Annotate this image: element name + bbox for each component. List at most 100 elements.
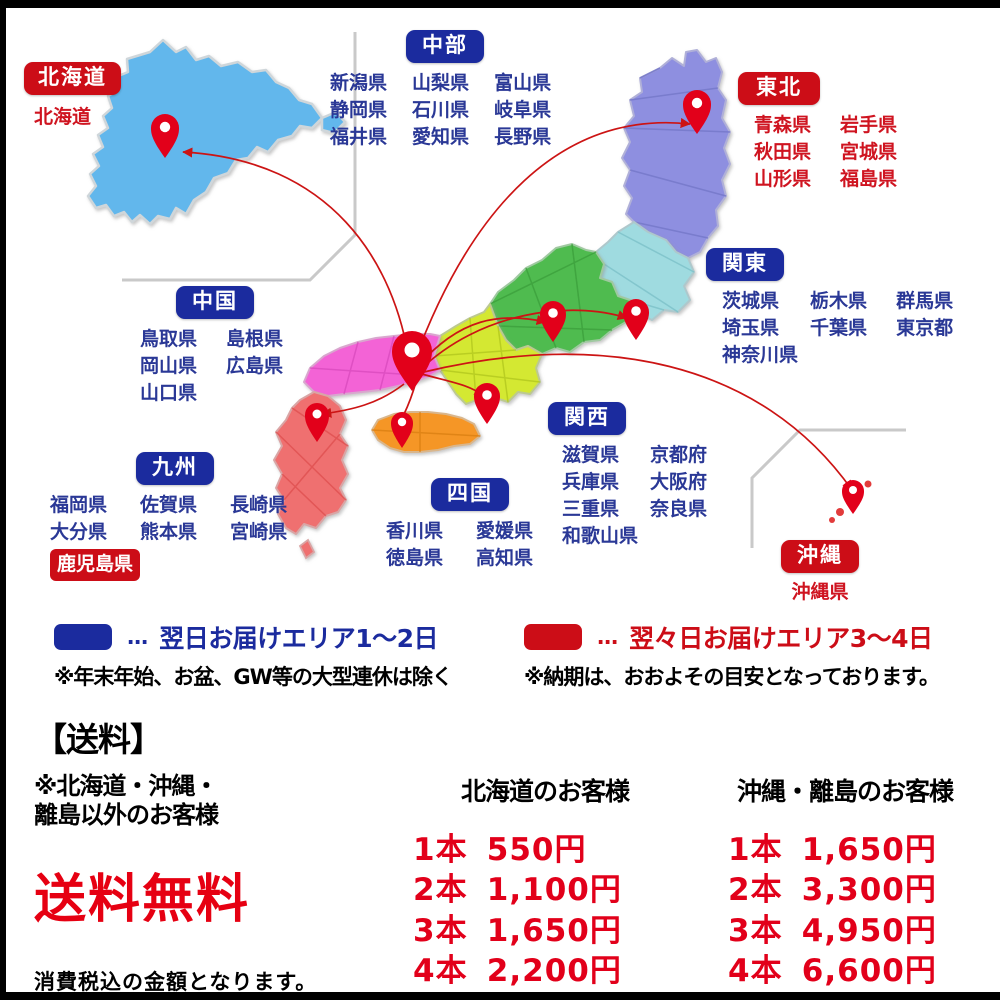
price-qty: 2本 [413, 872, 468, 909]
region-okinawa: 沖縄 沖縄県 [770, 540, 870, 606]
prefecture-label: 奈良県 [650, 497, 708, 520]
hokkaido-shape [86, 38, 347, 226]
price-column-okinawa: 沖縄・離島のお客様 1本 1,650円 2本 3,300円 3本 4,950円 … [700, 772, 990, 991]
region-badge-shikoku: 四国 [431, 478, 509, 511]
region-badge-kyushu: 九州 [136, 452, 214, 485]
shipping-subtitle-line2: 離島以外のお客様 [34, 801, 219, 830]
price-amount: 4,950円 [801, 912, 937, 949]
price-qty: 3本 [728, 912, 783, 949]
shipping-fee-section: 【送料】 ※北海道・沖縄・ 離島以外のお客様 送料無料 消費税込の金額となります… [0, 700, 1000, 994]
prefecture-label: 千葉県 [810, 316, 868, 339]
region-badge-hokkaido: 北海道 [24, 62, 121, 95]
price-row: 4本 6,600円 [728, 951, 990, 991]
prefecture-label: 長崎県 [230, 494, 288, 516]
legend-swatch-red [524, 624, 582, 650]
prefecture-label: 大分県 [50, 520, 108, 543]
price-heading: 北海道のお客様 [460, 777, 630, 806]
right-black-bar [0, 0, 6, 1000]
prefecture-label: 島根県 [226, 328, 284, 350]
prefecture-label: 宮城県 [840, 140, 898, 163]
prefecture-label: 和歌山県 [562, 524, 639, 547]
price-qty: 2本 [728, 872, 783, 909]
prefecture-label: 秋田県 [754, 140, 812, 163]
prefecture-label: 愛媛県 [476, 520, 534, 542]
prefecture-label: 石川県 [412, 98, 470, 121]
prefecture-label: 香川県 [386, 520, 444, 542]
legend-label-two-day: 翌々日お届けエリア3～4日 [629, 624, 933, 653]
prefecture-label: 岩手県 [840, 114, 898, 136]
price-amount: 1,650円 [486, 912, 622, 949]
prefecture-label: 静岡県 [330, 98, 388, 121]
price-row: 3本 1,650円 [413, 911, 695, 951]
prefecture-label: 宮崎県 [230, 520, 288, 543]
price-row: 4本 2,200円 [413, 951, 695, 991]
region-badge-kansai: 関西 [548, 402, 626, 435]
prefecture-label: 新潟県 [330, 72, 388, 94]
prefecture-label: 山口県 [140, 381, 198, 404]
price-amount: 1,100円 [486, 872, 622, 909]
prefecture-label: 富山県 [494, 72, 552, 94]
prefecture-label: 福島県 [840, 167, 898, 190]
tax-included-note: 消費税込の金額となります。 [34, 969, 318, 994]
region-badge-chubu: 中部 [406, 30, 484, 63]
bottom-black-bar [0, 992, 1000, 1000]
prefecture-label: 高知県 [476, 546, 534, 569]
region-tohoku: 東北 青森県 岩手県 秋田県 宮城県 山形県 福島県 [738, 72, 920, 193]
japan-map: 北海道 北海道 中部 新潟県 山梨県 富山県 静岡県 石川県 [24, 30, 954, 606]
prefecture-label: 徳島県 [386, 546, 444, 569]
region-kyushu: 九州 福岡県 佐賀県 長崎県 大分県 熊本県 宮崎県 鹿児島県 [50, 452, 310, 581]
price-amount: 1,650円 [801, 832, 937, 868]
prefecture-label: 栃木県 [810, 290, 868, 312]
price-amount: 3,300円 [801, 872, 937, 909]
legend-dots-red: … [597, 625, 619, 649]
prefecture-label: 沖縄県 [791, 581, 849, 603]
prefecture-label: 青森県 [754, 114, 812, 136]
prefecture-label: 鳥取県 [140, 328, 198, 350]
prefecture-badge-kagoshima: 鹿児島県 [50, 548, 141, 581]
prefecture-label: 埼玉県 [722, 316, 780, 339]
prefecture-label: 長野県 [494, 125, 552, 148]
price-column-hokkaido: 北海道のお客様 1本 550円 2本 1,100円 3本 1,650円 4本 2… [395, 772, 695, 991]
price-qty: 1本 [728, 832, 783, 868]
prefecture-label: 岡山県 [140, 354, 198, 377]
region-badge-tohoku: 東北 [738, 72, 820, 105]
price-row: 1本 1,650円 [728, 830, 990, 870]
region-badge-kanto: 関東 [706, 248, 784, 281]
prefecture-label: 福井県 [330, 125, 388, 148]
prefecture-label: 岐阜県 [494, 98, 552, 121]
region-kansai: 関西 滋賀県 京都府 兵庫県 大阪府 三重県 奈良県 和歌山県 [548, 402, 730, 550]
shikoku-shape [371, 411, 481, 453]
prefecture-label: 広島県 [226, 354, 284, 377]
region-chubu: 中部 新潟県 山梨県 富山県 静岡県 石川県 岐阜県 福井県 愛知県 長野県 [330, 30, 570, 151]
prefecture-label: 滋賀県 [562, 444, 620, 466]
region-hokkaido: 北海道 北海道 [24, 62, 121, 131]
prefecture-label: 東京都 [896, 316, 954, 339]
prefecture-label: 山形県 [754, 167, 812, 190]
price-row: 3本 4,950円 [728, 911, 990, 951]
region-shikoku: 四国 香川県 愛媛県 徳島県 高知県 [386, 478, 556, 572]
prefecture-label: 兵庫県 [562, 470, 620, 493]
japan-map-svg [86, 32, 906, 560]
shipping-subtitle-line1: ※北海道・沖縄・ [34, 772, 218, 800]
destination-pins [151, 90, 864, 514]
prefecture-label: 大阪府 [650, 470, 708, 493]
top-black-bar [0, 0, 1000, 8]
delivery-legend: … 翌日お届けエリア1～2日 ※年末年始、お盆、GW等の大型連休は除く … 翌々… [0, 605, 1000, 700]
prefecture-label: 愛知県 [412, 125, 470, 148]
prefecture-label: 佐賀県 [140, 494, 198, 516]
region-badge-okinawa: 沖縄 [781, 540, 859, 573]
region-chugoku: 中国 鳥取県 島根県 岡山県 広島県 山口県 [140, 286, 306, 407]
prefecture-label: 熊本県 [140, 520, 198, 543]
price-row: 2本 1,100円 [413, 870, 695, 910]
delivery-arrows [182, 117, 853, 491]
price-qty: 4本 [413, 952, 468, 989]
prefecture-label: 福岡県 [50, 494, 108, 516]
prefecture-label: 茨城県 [722, 290, 780, 312]
price-qty: 4本 [728, 952, 783, 989]
prefecture-label: 京都府 [650, 444, 708, 466]
legend-swatch-blue [54, 624, 112, 650]
price-heading: 沖縄・離島のお客様 [736, 777, 954, 806]
legend-note-next-day: ※年末年始、お盆、GW等の大型連休は除く [54, 665, 453, 689]
legend-two-day: … 翌々日お届けエリア3～4日 ※納期は、おおよその目安となっております。 [524, 619, 940, 691]
